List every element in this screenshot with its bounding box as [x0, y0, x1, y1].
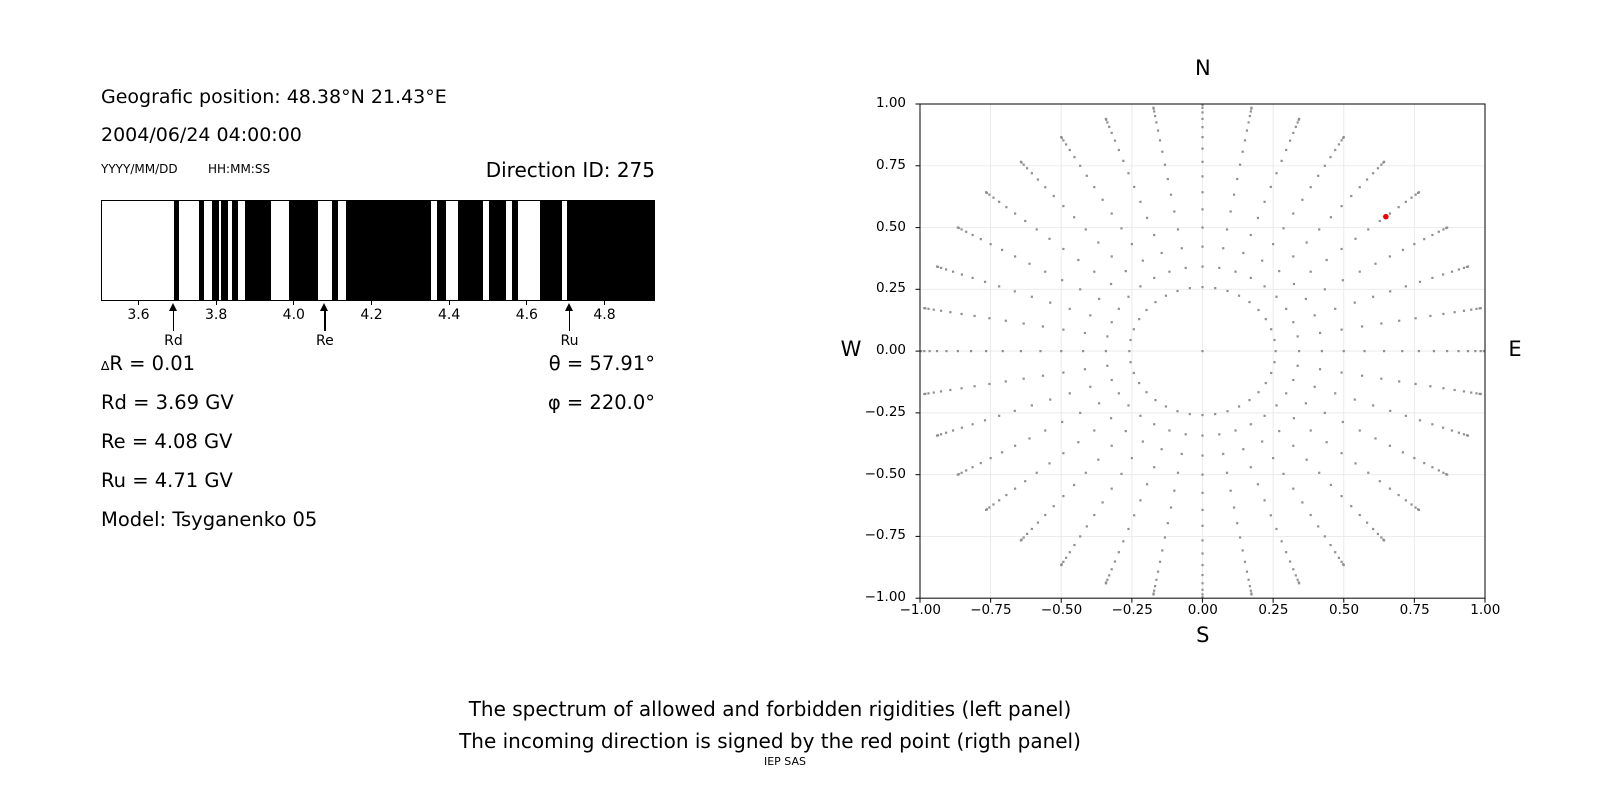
- rigidity-tick-label: 4.4: [438, 306, 461, 323]
- compass-west-label: W: [840, 337, 862, 361]
- time-format-label: HH:MM:SS: [208, 162, 271, 176]
- allowed-rigidity-band: [212, 201, 220, 300]
- delta-r-value: ∆R = 0.01: [101, 352, 196, 375]
- x-tick-label: −1.00: [899, 602, 941, 618]
- caption-line-1: The spectrum of allowed and forbidden ri…: [468, 697, 1072, 721]
- rigidity-tick-label: 3.6: [127, 306, 150, 323]
- cutoff-arrow-head: [565, 302, 574, 311]
- allowed-rigidity-band: [488, 201, 507, 300]
- x-tick-label: −0.25: [1111, 602, 1153, 618]
- direction-id-text: Direction ID: 275: [485, 158, 655, 182]
- rd-value: Rd = 3.69 GV: [101, 391, 234, 414]
- rigidity-tick-label: 4.0: [282, 306, 305, 323]
- x-tick-label: −0.50: [1040, 602, 1083, 618]
- rigidity-axis: 3.6 3.8 4.0 4.2 4.4 4.6 4.8 Rd Re Ru: [101, 300, 655, 361]
- allowed-rigidity-band: [457, 201, 483, 300]
- direction-dots: [920, 103, 1486, 598]
- allowed-rigidity-band: [231, 201, 239, 300]
- y-tick-label: −0.75: [864, 527, 906, 544]
- cutoff-arrow-head: [168, 302, 177, 311]
- x-tick-label: 0.25: [1258, 602, 1289, 618]
- cutoff-arrow-label: Re: [316, 332, 334, 349]
- allowed-rigidity-band: [244, 201, 271, 300]
- rigidity-tick: [215, 300, 217, 306]
- allowed-rigidity-band: [220, 201, 228, 300]
- theta-value: θ = 57.91°: [548, 352, 655, 375]
- caption-line-2: The incoming direction is signed by the …: [459, 729, 1081, 753]
- rigidity-tick: [137, 300, 140, 306]
- cutoff-arrow-stem: [172, 309, 175, 331]
- compass-north-label: N: [1194, 56, 1211, 80]
- allowed-rigidity-band: [174, 201, 180, 300]
- re-value: Re = 4.08 GV: [101, 430, 233, 453]
- rigidity-tick: [603, 300, 606, 306]
- y-tick-label: 0.25: [875, 280, 906, 297]
- x-tick-label: −0.75: [970, 602, 1012, 618]
- ru-value: Ru = 4.71 GV: [101, 469, 233, 492]
- x-tick-label: 1.00: [1470, 602, 1501, 618]
- rigidity-spectrum-bands: [102, 201, 654, 300]
- delta-symbol: ∆: [101, 358, 110, 373]
- allowed-rigidity-band: [198, 201, 205, 300]
- x-tick-label: 0.50: [1329, 602, 1360, 618]
- y-tick-label: −0.25: [864, 403, 906, 420]
- cutoff-arrow-head: [320, 302, 329, 311]
- compass-east-label: E: [1508, 337, 1522, 361]
- incoming-direction-point: [1383, 213, 1389, 219]
- cutoff-arrow-label: Ru: [560, 332, 579, 349]
- rigidity-tick: [526, 300, 528, 306]
- direction-plot: [915, 102, 1486, 603]
- y-tick-label: 0.00: [875, 342, 906, 359]
- allowed-rigidity-band: [345, 201, 432, 300]
- allowed-rigidity-band: [436, 201, 447, 300]
- allowed-rigidity-band: [332, 201, 339, 300]
- y-tick-label: 0.50: [875, 218, 906, 235]
- y-tick-label: 1.00: [875, 95, 906, 111]
- axis-ticks: [915, 102, 1486, 603]
- allowed-rigidity-band: [566, 201, 654, 300]
- allowed-rigidity-band: [512, 201, 518, 300]
- cutoff-arrow-stem: [568, 309, 571, 331]
- y-tick-label: −1.00: [864, 589, 906, 606]
- rigidity-tick-label: 4.8: [593, 306, 616, 323]
- allowed-rigidity-band: [540, 201, 562, 300]
- allowed-rigidity-band: [289, 201, 319, 300]
- y-tick-label: 0.75: [875, 156, 906, 173]
- rigidity-tick: [448, 300, 450, 306]
- geo-position-text: Geografic position: 48.38°N 21.43°E: [101, 86, 447, 108]
- date-format-label: YYYY/MM/DD: [101, 162, 178, 176]
- rigidity-tick-label: 4.2: [360, 306, 383, 323]
- datetime-text: 2004/06/24 04:00:00: [101, 124, 302, 146]
- x-tick-label: 0.00: [1187, 602, 1218, 618]
- y-tick-label: −0.50: [864, 465, 906, 482]
- compass-south-label: S: [1196, 623, 1210, 647]
- x-tick-label: 0.75: [1399, 602, 1430, 618]
- cutoff-arrow-stem: [324, 309, 326, 331]
- cutoff-arrow-label: Rd: [164, 332, 183, 349]
- model-label: Model: Tsyganenko 05: [101, 508, 318, 531]
- rigidity-tick-label: 4.6: [515, 306, 538, 323]
- rigidity-tick: [370, 300, 373, 306]
- rigidity-spectrum-panel: [100, 200, 655, 301]
- rigidity-tick: [293, 300, 295, 306]
- phi-value: φ = 220.0°: [547, 391, 655, 414]
- credit-text: IEP SAS: [763, 755, 807, 768]
- rigidity-tick-label: 3.8: [205, 306, 228, 323]
